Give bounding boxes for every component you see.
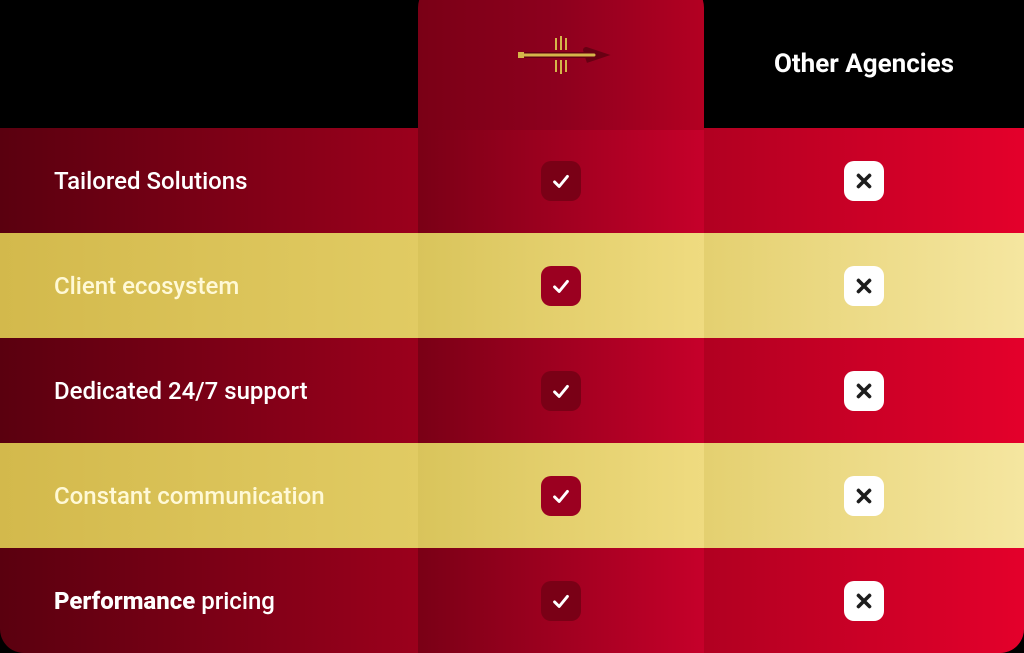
cross-icon bbox=[844, 266, 884, 306]
feature-cell: Performance pricing bbox=[0, 548, 418, 653]
other-cell bbox=[704, 338, 1024, 443]
other-cell bbox=[704, 128, 1024, 233]
header-blank-cell bbox=[0, 0, 418, 128]
other-cell bbox=[704, 443, 1024, 548]
comparison-table: Other Agencies Tailored Solutions Client… bbox=[0, 0, 1024, 653]
feature-label-bold: Performance bbox=[54, 587, 195, 615]
feature-cell: Dedicated 24/7 support bbox=[0, 338, 418, 443]
check-icon bbox=[541, 476, 581, 516]
feature-cell: Client ecosystem bbox=[0, 233, 418, 338]
cross-icon bbox=[844, 476, 884, 516]
feature-label: Tailored Solutions bbox=[54, 167, 248, 195]
header-us-cell bbox=[418, 0, 704, 128]
feature-label: Dedicated 24/7 support bbox=[54, 377, 308, 405]
cross-icon bbox=[844, 161, 884, 201]
feature-label: Client ecosystem bbox=[54, 272, 239, 300]
other-cell bbox=[704, 548, 1024, 653]
comparison-grid: Other Agencies Tailored Solutions Client… bbox=[0, 0, 1024, 653]
check-icon bbox=[541, 266, 581, 306]
cross-icon bbox=[844, 581, 884, 621]
check-icon bbox=[541, 161, 581, 201]
us-column-pill bbox=[418, 0, 704, 130]
feature-label: Constant communication bbox=[54, 482, 325, 510]
header-other-cell: Other Agencies bbox=[704, 0, 1024, 128]
check-icon bbox=[541, 371, 581, 411]
feature-label: Performance pricing bbox=[54, 587, 275, 615]
us-cell bbox=[418, 548, 704, 653]
check-icon bbox=[541, 581, 581, 621]
sword-logo-icon bbox=[506, 30, 616, 80]
feature-cell: Tailored Solutions bbox=[0, 128, 418, 233]
us-cell bbox=[418, 233, 704, 338]
cross-icon bbox=[844, 371, 884, 411]
header-other-label: Other Agencies bbox=[774, 49, 954, 79]
feature-cell: Constant communication bbox=[0, 443, 418, 548]
us-cell bbox=[418, 338, 704, 443]
us-cell bbox=[418, 128, 704, 233]
us-cell bbox=[418, 443, 704, 548]
other-cell bbox=[704, 233, 1024, 338]
feature-label-rest: pricing bbox=[195, 587, 275, 615]
